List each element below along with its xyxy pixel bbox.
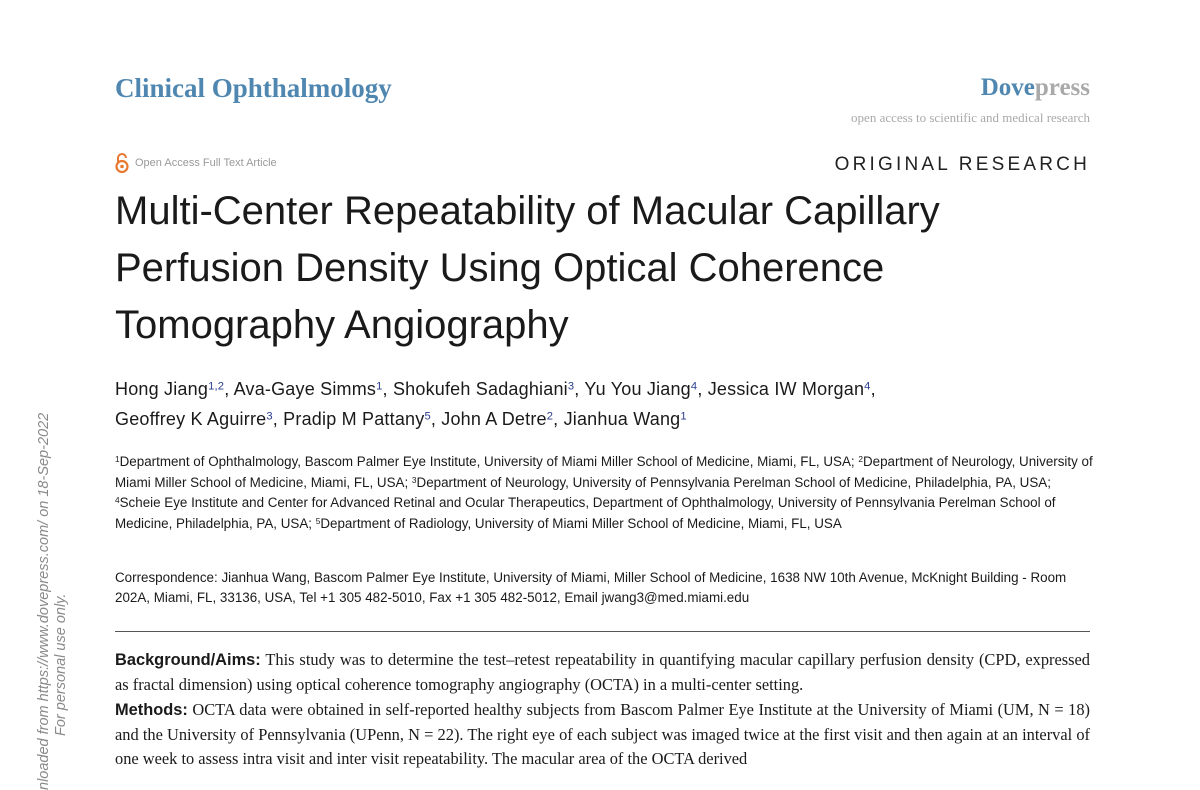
watermark: nloaded from https://www.dovepress.com/ … xyxy=(36,412,52,790)
author-line: Geoffrey K Aguirre3, Pradip M Pattany5, … xyxy=(115,404,876,434)
author-separator: , xyxy=(224,379,230,399)
affiliations: 1Department of Ophthalmology, Bascom Pal… xyxy=(115,452,1100,534)
author-name: Ava-Gaye Simms xyxy=(233,379,377,399)
author-affiliation-ref: 3 xyxy=(567,380,575,393)
open-access-label: Open Access Full Text Article xyxy=(135,157,277,169)
affiliation-number: 4 xyxy=(115,494,120,505)
publisher-part: Dove xyxy=(980,74,1035,101)
affiliation-number: 5 xyxy=(315,515,321,526)
author-name: Shokufeh Sadaghiani xyxy=(392,379,568,399)
abstract-paragraph: Background/Aims: This study was to deter… xyxy=(115,648,1090,697)
author-separator: , xyxy=(697,379,703,399)
affiliation-text: Department of Neurology, University of M… xyxy=(115,454,1093,490)
author-separator: , xyxy=(870,379,876,399)
page: {"header": {"journal": "Clinical Ophthal… xyxy=(36,73,1115,790)
author: Hong Jiang1,2, xyxy=(115,379,234,399)
correspondence: Correspondence: Jianhua Wang, Bascom Pal… xyxy=(115,570,1067,605)
abstract-label: Methods: xyxy=(115,701,188,719)
author-list: Hong Jiang1,2, Ava-Gaye Simms1, Shokufeh… xyxy=(115,374,876,434)
publisher-part: press xyxy=(1034,74,1090,101)
author-name: Jianhua Wang xyxy=(563,409,681,429)
article-title: Multi-Center Repeatability of Macular Ca… xyxy=(115,183,1115,354)
publisher-logo: Dovepress xyxy=(981,74,1090,102)
author-affiliation-ref: 4 xyxy=(864,380,871,393)
author-affiliation-ref: 3 xyxy=(266,410,273,423)
author-affiliation-ref: 1 xyxy=(680,410,687,423)
author-separator: , xyxy=(382,379,388,399)
author-affiliation-ref: 1 xyxy=(376,380,383,393)
affiliation-number: 3 xyxy=(411,474,417,485)
author-separator: , xyxy=(574,379,580,399)
abstract-paragraph: Methods: OCTA data were obtained in self… xyxy=(115,698,1090,772)
author-affiliation-ref: 1,2 xyxy=(208,380,225,393)
title-line: Perfusion Density Using Optical Coherenc… xyxy=(115,246,885,290)
abstract-label: Background/Aims: xyxy=(115,651,261,669)
affiliation-text: Department of Ophthalmology, Bascom Palm… xyxy=(119,454,859,469)
author: Geoffrey K Aguirre3, xyxy=(115,409,283,429)
author: Jianhua Wang1 xyxy=(564,409,687,429)
watermark: For personal use only. xyxy=(53,593,69,736)
affiliation-number: 2 xyxy=(858,453,863,464)
title-line: Tomography Angiography xyxy=(115,303,569,347)
affiliation-number: 1 xyxy=(115,453,120,464)
author: Yu You Jiang4, xyxy=(584,379,707,399)
author-name: Jessica IW Morgan xyxy=(707,379,865,399)
author: Jessica IW Morgan4, xyxy=(708,379,876,399)
journal-name: Clinical Ophthalmology xyxy=(115,73,392,103)
author-name: Yu You Jiang xyxy=(584,379,691,399)
author-separator: , xyxy=(430,409,437,429)
author-name: Pradip M Pattany xyxy=(283,409,425,429)
abstract: Background/Aims: This study was to deter… xyxy=(115,648,1090,773)
author-affiliation-ref: 5 xyxy=(424,410,431,423)
abstract-text: This study was to determine the test–ret… xyxy=(115,650,1090,694)
author-affiliation-ref: 2 xyxy=(546,410,554,423)
author: Pradip M Pattany5, xyxy=(283,409,441,429)
author: John A Detre2, xyxy=(441,409,563,429)
open-access-icon xyxy=(115,153,129,173)
author: Shokufeh Sadaghiani3, xyxy=(393,379,584,399)
author-name: John A Detre xyxy=(441,409,547,429)
author-separator: , xyxy=(272,409,278,429)
author-separator: , xyxy=(553,409,559,429)
affiliation-text: Scheie Eye Institute and Center for Adva… xyxy=(115,495,1056,531)
author-affiliation-ref: 4 xyxy=(690,380,698,393)
author-name: Geoffrey K Aguirre xyxy=(115,409,267,429)
open-access-badge: Open Access Full Text Article xyxy=(115,153,277,173)
title-line: Multi-Center Repeatability of Macular Ca… xyxy=(115,189,940,233)
author: Ava-Gaye Simms1, xyxy=(234,379,393,399)
affiliation-text: Department of Neurology, University of P… xyxy=(416,474,1051,490)
abstract-text: OCTA data were obtained in self-reported… xyxy=(115,700,1090,768)
article-type: ORIGINAL RESEARCH xyxy=(834,154,1090,175)
divider xyxy=(115,631,1090,632)
author-name: Hong Jiang xyxy=(115,379,209,399)
publisher-tagline: open access to scientific and medical re… xyxy=(851,110,1090,125)
affiliation-text: Department of Radiology, University of M… xyxy=(320,515,842,531)
author-line: Hong Jiang1,2, Ava-Gaye Simms1, Shokufeh… xyxy=(115,374,876,404)
